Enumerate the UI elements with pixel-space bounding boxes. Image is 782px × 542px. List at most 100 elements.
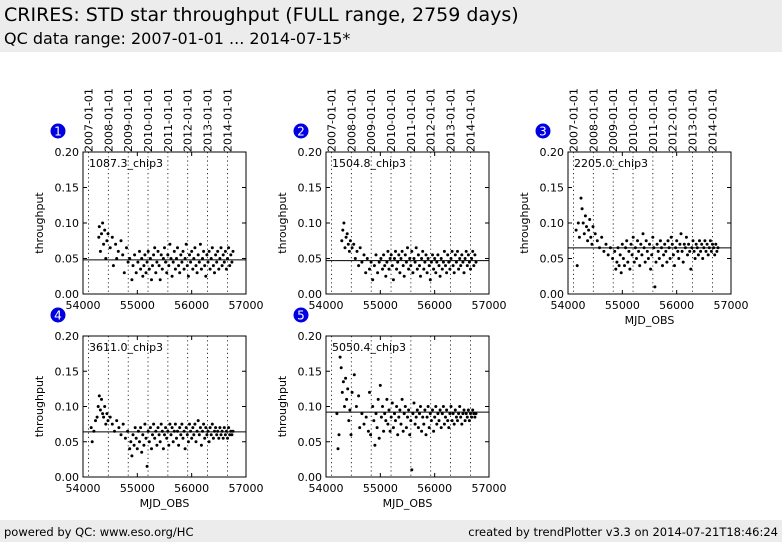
data-point	[461, 260, 465, 264]
data-point	[715, 249, 719, 253]
data-point	[194, 440, 198, 444]
data-point	[165, 436, 169, 440]
data-point	[384, 274, 388, 278]
data-point	[220, 264, 224, 268]
data-point	[158, 278, 162, 282]
data-point	[394, 249, 397, 253]
data-point	[590, 242, 594, 246]
data-point	[339, 366, 343, 370]
data-point	[344, 235, 348, 239]
data-point	[188, 253, 191, 257]
data-point	[171, 260, 175, 264]
data-point	[97, 225, 101, 229]
data-point	[96, 405, 100, 408]
data-point	[156, 249, 160, 253]
x-tick-label: 54000	[551, 299, 586, 312]
data-point	[627, 249, 631, 253]
data-point	[228, 264, 232, 268]
data-point	[182, 267, 186, 271]
data-point	[221, 253, 225, 257]
data-point	[678, 242, 682, 246]
data-point	[576, 221, 580, 225]
data-point	[216, 249, 220, 253]
data-point	[122, 271, 126, 275]
data-point	[395, 405, 399, 408]
data-point	[178, 271, 182, 275]
data-point	[340, 390, 344, 394]
data-point	[150, 447, 153, 451]
data-point	[206, 429, 210, 433]
x-axis-label: MJD_OBS	[140, 497, 190, 510]
data-point	[364, 271, 368, 275]
data-point	[103, 228, 107, 232]
data-point	[128, 257, 132, 260]
data-point	[346, 387, 350, 391]
data-point	[401, 429, 405, 433]
data-point	[201, 429, 204, 433]
data-point	[144, 436, 148, 440]
data-point	[125, 246, 128, 250]
data-point	[451, 264, 455, 268]
y-axis-label: throughput	[276, 375, 289, 437]
page-subtitle: QC data range: 2007-01-01 ... 2014-07-15…	[4, 29, 351, 48]
data-point	[625, 239, 629, 243]
data-point	[384, 419, 388, 423]
data-point	[460, 253, 464, 257]
data-point	[711, 242, 714, 246]
data-point	[147, 267, 151, 271]
data-point	[471, 408, 475, 412]
data-point	[352, 242, 356, 246]
header-bar: CRIRES: STD star throughput (FULL range,…	[0, 0, 782, 52]
data-point	[135, 447, 139, 451]
data-point	[150, 278, 153, 282]
data-point	[186, 274, 190, 278]
data-point	[117, 426, 121, 430]
y-tick-label: 0.20	[298, 330, 323, 343]
data-point	[643, 260, 647, 264]
data-point	[156, 426, 160, 430]
data-point	[218, 257, 222, 260]
data-point	[670, 242, 674, 246]
data-point	[201, 257, 204, 260]
plot-frame	[82, 335, 247, 478]
data-point	[110, 235, 114, 239]
data-point	[227, 426, 231, 430]
data-point	[677, 257, 681, 260]
data-point	[346, 242, 350, 246]
data-point	[218, 426, 222, 430]
panel-label: 2205.0_chip3	[574, 157, 648, 170]
footer-powered-by[interactable]: powered by QC: www.eso.org/HC	[4, 525, 194, 539]
date-tick-label: 2012-01-01	[182, 88, 195, 152]
panel-badge	[535, 123, 551, 139]
data-point	[407, 267, 411, 271]
data-point	[642, 246, 646, 250]
data-point	[347, 419, 351, 423]
data-point	[427, 426, 431, 430]
data-point	[656, 249, 660, 253]
data-point	[166, 253, 170, 257]
data-point	[444, 264, 447, 268]
y-axis-label: throughput	[276, 192, 289, 254]
data-point	[130, 278, 134, 282]
data-point	[714, 242, 718, 246]
data-point	[396, 433, 400, 437]
data-point	[348, 239, 352, 243]
data-point	[188, 422, 191, 426]
data-point	[169, 433, 173, 437]
data-point	[197, 260, 201, 264]
data-point	[336, 447, 340, 451]
data-point	[589, 235, 593, 239]
data-point	[347, 249, 351, 253]
data-point	[185, 433, 189, 437]
data-point	[577, 235, 581, 239]
data-point	[105, 412, 109, 416]
data-point	[637, 249, 641, 253]
y-tick-label: 0.05	[298, 436, 323, 449]
data-point	[403, 405, 407, 408]
data-point	[465, 264, 469, 268]
data-point	[100, 232, 103, 236]
data-point	[121, 422, 125, 426]
data-point	[700, 242, 704, 246]
date-tick-label: 2008-01-01	[345, 88, 358, 152]
data-point	[403, 253, 407, 257]
